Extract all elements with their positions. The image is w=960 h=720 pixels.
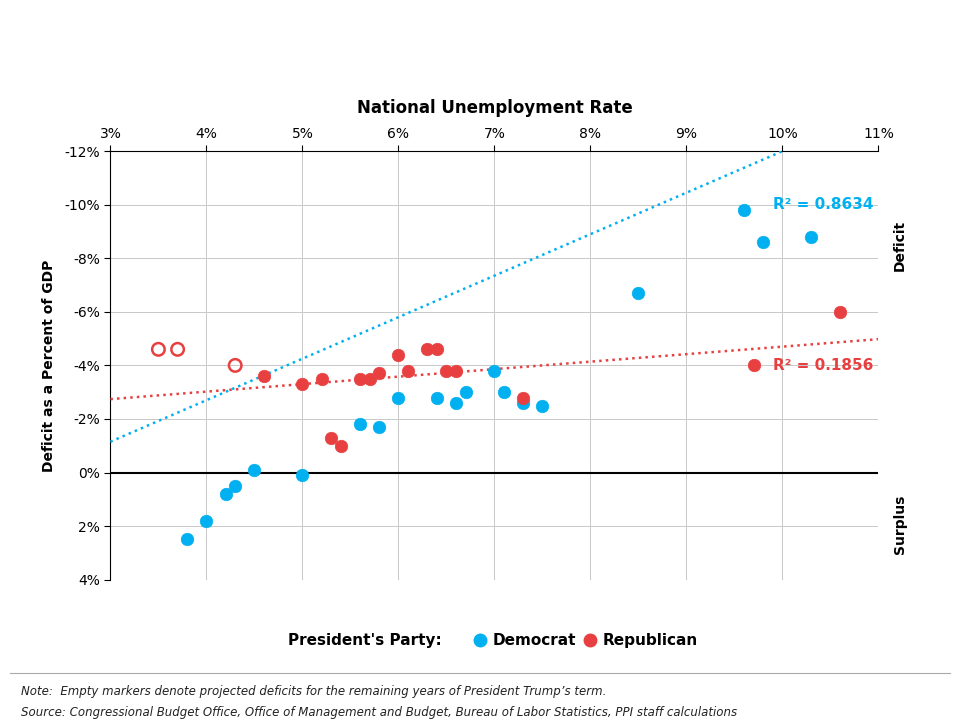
Point [516, 397, 531, 409]
Point [448, 365, 464, 377]
Point [314, 373, 329, 384]
Point [804, 231, 819, 243]
Point [151, 343, 166, 355]
Text: Source: Congressional Budget Office, Office of Management and Budget, Bureau of : Source: Congressional Budget Office, Off… [21, 706, 737, 719]
Point [180, 534, 195, 545]
Y-axis label: Deficit as a Percent of GDP: Deficit as a Percent of GDP [42, 259, 56, 472]
Point [352, 373, 368, 384]
Text: Surplus: Surplus [893, 494, 906, 554]
Point [247, 464, 262, 476]
Point [391, 349, 406, 361]
Point [756, 236, 771, 248]
Point [352, 418, 368, 430]
Point [429, 343, 444, 355]
Point [372, 421, 387, 433]
Point [516, 392, 531, 403]
Point [372, 368, 387, 379]
Point [631, 287, 646, 299]
Point [487, 365, 502, 377]
Point [324, 432, 339, 444]
Point [448, 397, 464, 409]
Point [391, 392, 406, 403]
Point [496, 387, 512, 398]
Text: Note:  Empty markers denote projected deficits for the remaining years of Presid: Note: Empty markers denote projected def… [21, 685, 607, 698]
Text: Democrat: Democrat [492, 634, 576, 648]
Text: Republican: Republican [603, 634, 698, 648]
Point [295, 469, 310, 481]
Point [256, 370, 272, 382]
Text: Deficits vs Unemployment Under Democratic: Deficits vs Unemployment Under Democrati… [21, 23, 724, 50]
Point [218, 488, 233, 500]
Point [535, 400, 550, 411]
Point [420, 343, 435, 355]
Text: Deficit: Deficit [893, 220, 906, 271]
Point [400, 365, 416, 377]
Point [199, 515, 214, 526]
Point [439, 365, 454, 377]
Text: R² = 0.1856: R² = 0.1856 [773, 358, 874, 373]
Point [746, 359, 761, 372]
Point [736, 204, 752, 216]
Text: R² = 0.8634: R² = 0.8634 [773, 197, 874, 212]
Point [458, 387, 473, 398]
Point [429, 392, 444, 403]
Text: ppi: ppi [788, 37, 930, 115]
Point [333, 440, 348, 451]
Text: and Republican Presidents Since 1977: and Republican Presidents Since 1977 [21, 78, 621, 106]
Point [295, 379, 310, 390]
Text: President's Party:: President's Party: [288, 634, 442, 648]
X-axis label: National Unemployment Rate: National Unemployment Rate [356, 99, 633, 117]
Point [170, 343, 185, 355]
Point [832, 306, 848, 318]
Point [228, 480, 243, 492]
Point [228, 359, 243, 372]
Point [362, 373, 377, 384]
